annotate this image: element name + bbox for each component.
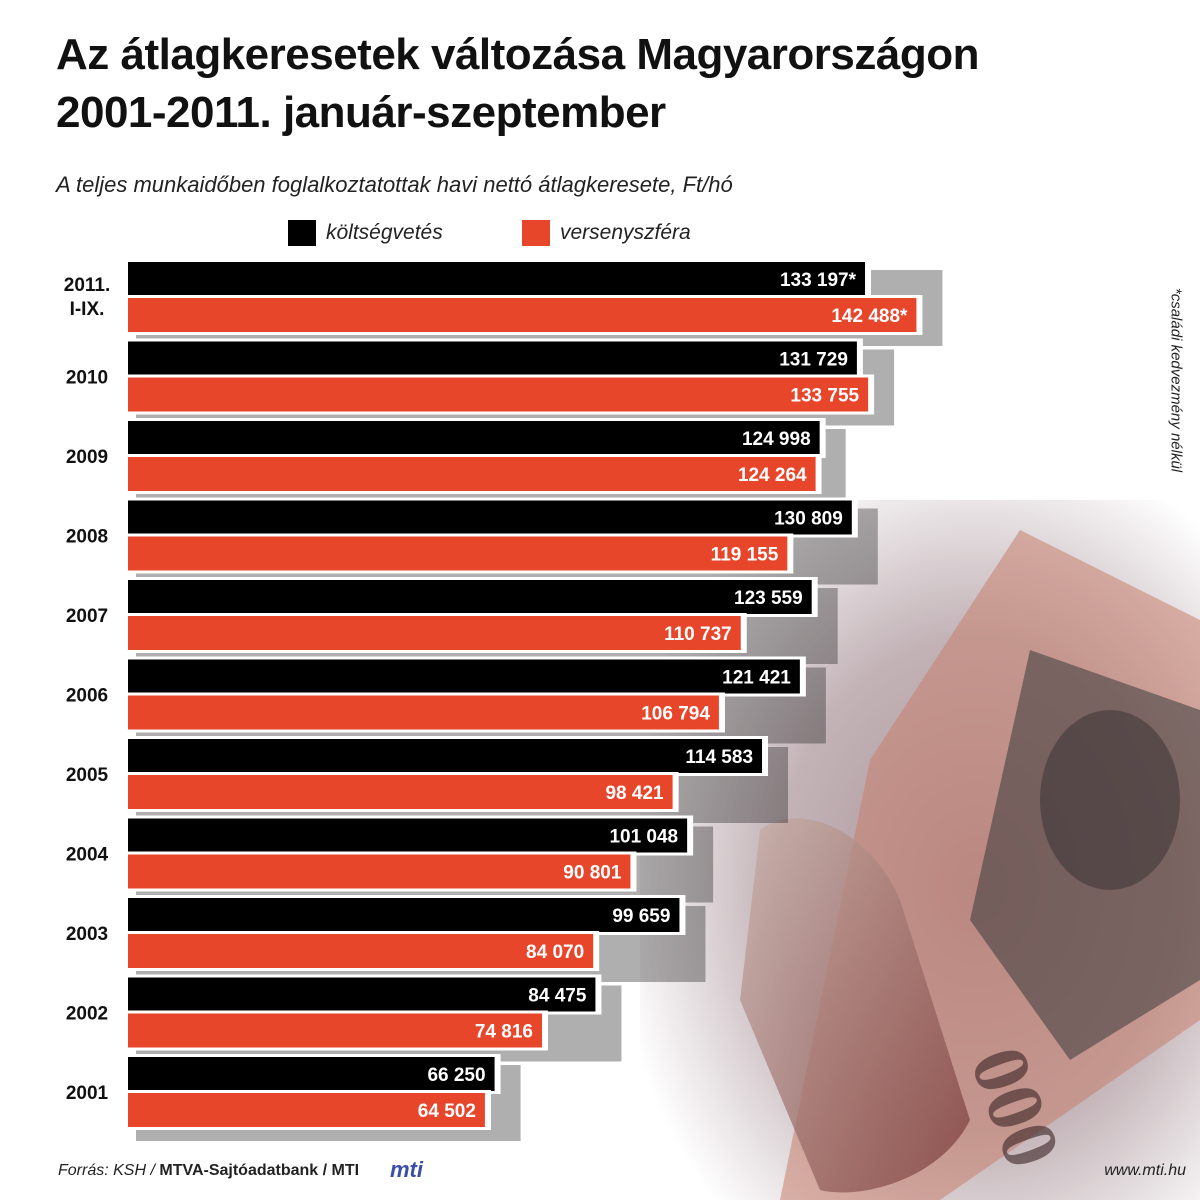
category-label: 2010: [66, 368, 108, 389]
bar-versenyszfera: [128, 457, 816, 491]
bar-group-2010: 2010 131 729 133 755: [66, 338, 895, 426]
data-label: 131 729: [779, 350, 848, 371]
legend-item-koltsegvetes: költségvetés: [288, 220, 443, 246]
website-url: www.mti.hu: [1104, 1162, 1186, 1179]
bar-versenyszfera: [128, 934, 594, 968]
legend-swatch-versenyszfera: [522, 220, 550, 246]
data-label: 66 250: [427, 1065, 485, 1086]
data-label: 130 809: [774, 509, 843, 530]
bar-versenyszfera: [128, 854, 631, 889]
title-line-2: 2001-2011. január-szeptember: [56, 88, 666, 137]
source-prefix: Forrás: KSH /: [58, 1162, 160, 1179]
bar-group-2009: 2009 124 998 124 264: [66, 418, 846, 505]
bar-versenyszfera: [128, 616, 741, 650]
data-label: 64 502: [418, 1101, 476, 1122]
source-agency: MTVA-Sajtóadatbank / MTI: [159, 1162, 360, 1179]
category-label: 2007: [66, 606, 108, 627]
category-label: 2003: [66, 924, 108, 945]
bar-koltsegvetes: [128, 421, 820, 455]
data-label: 142 488*: [831, 306, 908, 327]
chart-subtitle: A teljes munkaidőben foglalkoztatottak h…: [56, 172, 733, 197]
bar-versenyszfera: [128, 298, 917, 332]
category-label: 2011. I-IX.: [64, 275, 111, 320]
data-label: 123 559: [734, 588, 803, 609]
bar-group-2006: 2006 121 421 106 794: [66, 656, 826, 744]
bar-group-2004: 2004 101 048 90 801: [66, 815, 714, 903]
bar-versenyszfera: [128, 377, 869, 412]
data-label: 84 475: [528, 986, 587, 1007]
bar-group-2002: 2002 84 475 74 816: [66, 974, 622, 1062]
legend-label-koltsegvetes: költségvetés: [326, 221, 443, 244]
bar-koltsegvetes: [128, 898, 680, 932]
data-label: 99 659: [612, 906, 670, 927]
data-label: 74 816: [475, 1022, 533, 1043]
data-label: 90 801: [563, 863, 622, 884]
category-label: 2008: [66, 527, 108, 548]
mti-logo: mti: [390, 1157, 423, 1182]
data-label: 110 737: [664, 624, 732, 645]
bar-versenyszfera: [128, 1013, 542, 1048]
bar-group-2003: 2003 99 659 84 070: [66, 895, 706, 982]
bar-versenyszfera: [128, 1093, 485, 1127]
page-title: Az átlagkeresetek változása Magyarország…: [56, 26, 979, 142]
data-label: 101 048: [609, 827, 678, 848]
legend-item-versenyszfera: versenyszféra: [522, 220, 691, 246]
banknote-photo: 000: [640, 500, 1200, 1200]
bar-koltsegvetes: [128, 500, 852, 535]
category-label: 2004: [66, 845, 109, 866]
bar-koltsegvetes: [128, 1057, 495, 1091]
data-label: 84 070: [526, 942, 584, 963]
category-label-line: 2011.: [64, 275, 111, 296]
legend-label-versenyszfera: versenyszféra: [560, 221, 691, 244]
bar-koltsegvetes: [128, 739, 763, 773]
category-label-line: I-IX.: [70, 299, 105, 320]
bar-koltsegvetes: [128, 818, 688, 853]
bar-versenyszfera: [128, 536, 788, 571]
bar-group-2011-I-IX: 2011. I-IX. 133 197* 142 488*: [64, 259, 943, 346]
legend-swatch-koltsegvetes: [288, 220, 316, 246]
bar-versenyszfera: [128, 775, 673, 809]
data-label: 124 264: [738, 465, 807, 486]
category-label: 2005: [66, 765, 109, 786]
bar-koltsegvetes: [128, 341, 857, 376]
bar-group-2005: 2005 114 583 98 421: [66, 736, 789, 823]
bar-group-2008: 2008 130 809 119 155: [66, 497, 878, 585]
data-label: 98 421: [605, 783, 664, 804]
bar-koltsegvetes: [128, 977, 596, 1012]
bar-versenyszfera: [128, 695, 719, 730]
data-label: 114 583: [685, 747, 753, 768]
bar-koltsegvetes: [128, 262, 866, 296]
bar-koltsegvetes: [128, 659, 800, 694]
title-line-1: Az átlagkeresetek változása Magyarország…: [56, 30, 979, 79]
source-line: Forrás: KSH / MTVA-Sajtóadatbank / MTI: [58, 1162, 359, 1180]
category-label: 2006: [66, 686, 108, 707]
category-label: 2001: [66, 1083, 109, 1104]
category-label: 2009: [66, 447, 108, 468]
bar-group-2001: 2001 66 250 64 502: [66, 1054, 521, 1141]
data-label: 121 421: [722, 668, 791, 689]
data-label: 133 197*: [780, 270, 857, 291]
data-label: 133 755: [790, 386, 859, 407]
data-label: 124 998: [742, 429, 811, 450]
data-label: 119 155: [711, 545, 779, 566]
category-label: 2002: [66, 1004, 108, 1025]
data-label: 106 794: [641, 704, 710, 725]
bar-koltsegvetes: [128, 580, 812, 614]
